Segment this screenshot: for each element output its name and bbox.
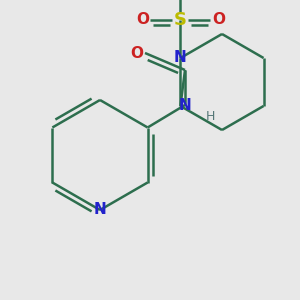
Text: N: N [174, 50, 187, 65]
Text: O: O [212, 13, 225, 28]
Text: O: O [136, 13, 149, 28]
Text: N: N [178, 98, 191, 112]
Text: S: S [174, 11, 187, 29]
Text: H: H [205, 110, 215, 124]
Text: O: O [130, 46, 143, 61]
Text: N: N [94, 202, 106, 217]
